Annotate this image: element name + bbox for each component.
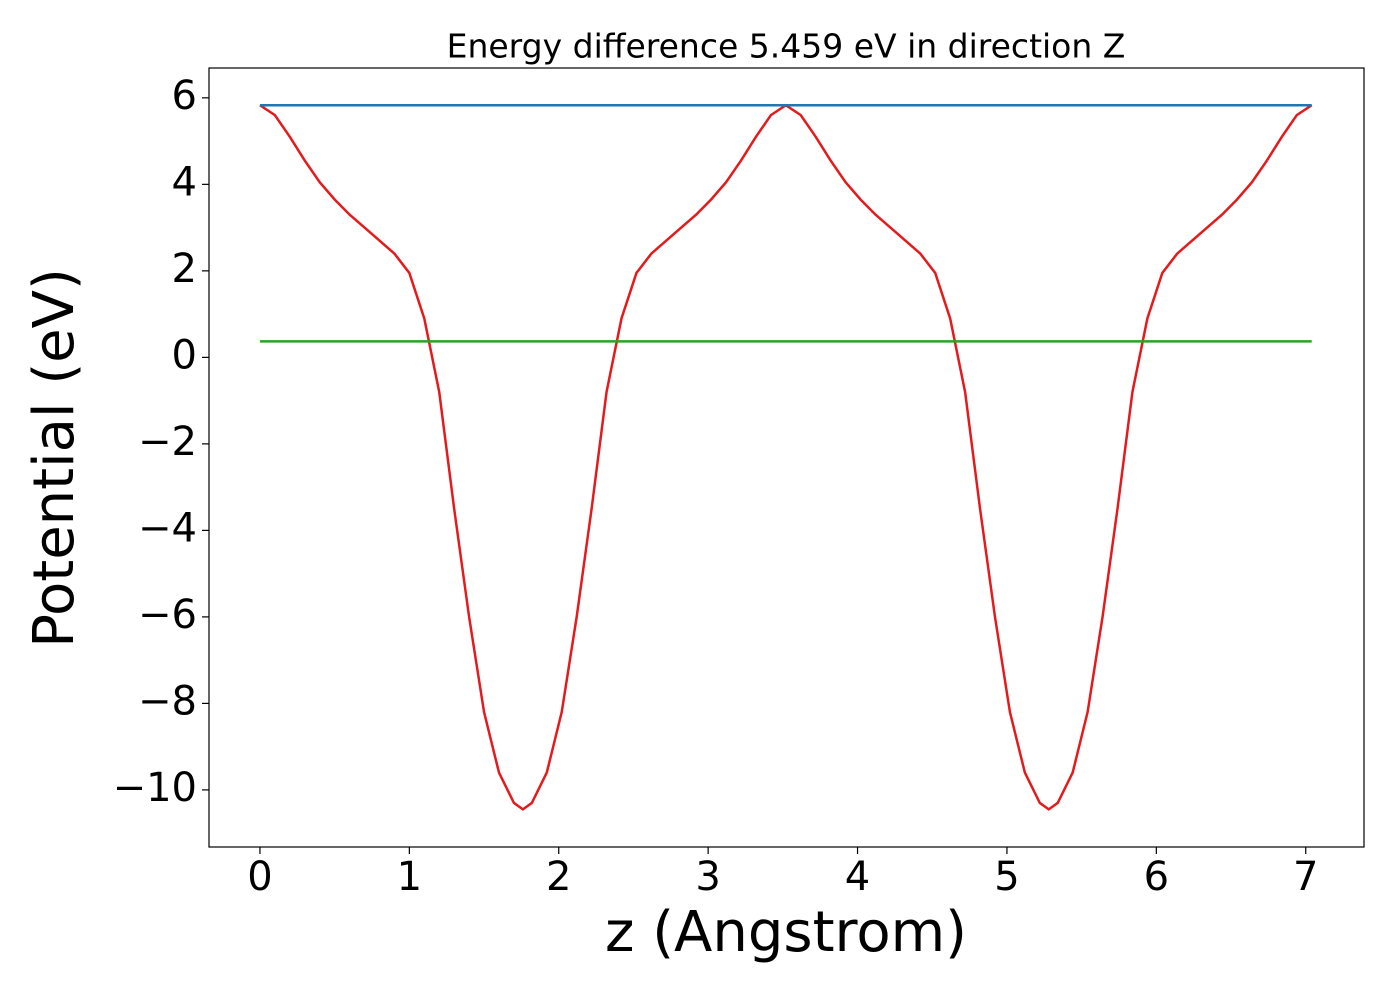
y-tick-label: 2	[172, 246, 197, 292]
y-tick-label: −6	[138, 592, 197, 638]
chart-title: Energy difference 5.459 eV in direction …	[447, 27, 1126, 66]
x-tick-label: 5	[994, 854, 1019, 900]
y-tick-label: −10	[113, 765, 197, 811]
y-tick-label: −8	[138, 678, 197, 724]
y-axis-label: Potential (eV)	[22, 268, 87, 648]
x-tick-label: 4	[845, 854, 870, 900]
x-tick-label: 2	[546, 854, 571, 900]
x-tick-label: 0	[247, 854, 272, 900]
x-tick-label: 7	[1293, 854, 1318, 900]
y-tick-label: 0	[172, 332, 197, 378]
x-axis-label: z (Angstrom)	[605, 900, 967, 965]
line-series	[259, 103, 1313, 811]
x-tick-label: 3	[695, 854, 720, 900]
y-tick-label: −2	[138, 419, 197, 465]
x-tick-label: 1	[397, 854, 422, 900]
plot-frame	[208, 67, 1365, 848]
x-tick-label: 6	[1144, 854, 1169, 900]
y-tick-label: 6	[172, 73, 197, 119]
y-tick-label: −4	[138, 505, 197, 551]
y-tick-label: 4	[172, 159, 197, 205]
